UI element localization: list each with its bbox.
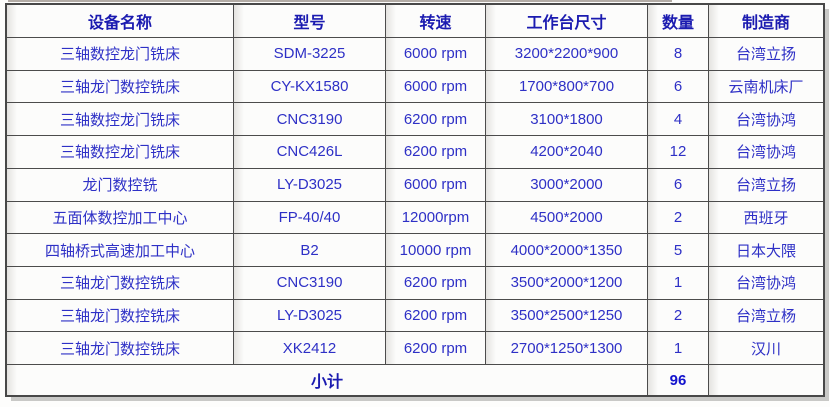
table-row-5-cell-6: 台湾立扬 — [709, 168, 823, 202]
table-row-7-cell-3: 10000 rpm — [386, 234, 486, 267]
table-row-7-cell-5: 5 — [648, 234, 709, 267]
table-row-9-cell-5: 2 — [648, 299, 709, 333]
table-row-3-cell-4: 3100*1800 — [486, 103, 648, 137]
table-row-9-cell-4: 3500*2500*1250 — [486, 299, 648, 333]
table-row-1-cell-2: SDM-3225 — [234, 38, 386, 71]
table-row-5-cell-1: 龙门数控铣 — [7, 168, 234, 202]
table-row-7-cell-4: 4000*2000*1350 — [486, 234, 648, 267]
table-row-4-cell-4: 4200*2040 — [486, 136, 648, 169]
table-row-9-cell-1: 三轴龙门数控铣床 — [7, 299, 234, 333]
subtotal-manufacturer-cell — [709, 365, 823, 395]
header-worktable-size: 工作台尺寸 — [486, 5, 648, 38]
table-row-5-cell-2: LY-D3025 — [234, 168, 386, 202]
table-row-7-cell-6: 日本大隈 — [709, 234, 823, 267]
table-row-4-cell-6: 台湾协鸿 — [709, 136, 823, 169]
table-row-8-cell-4: 3500*2000*1200 — [486, 266, 648, 300]
table-row-8-cell-3: 6200 rpm — [386, 266, 486, 300]
table-row-5-cell-4: 3000*2000 — [486, 168, 648, 202]
table-row-1-cell-6: 台湾立扬 — [709, 38, 823, 71]
table-row-3-cell-3: 6200 rpm — [386, 103, 486, 137]
table-row-8-cell-5: 1 — [648, 266, 709, 300]
table-row-10-cell-1: 三轴龙门数控铣床 — [7, 332, 234, 365]
subtotal-quantity: 96 — [648, 365, 709, 395]
header-speed: 转速 — [386, 5, 486, 38]
table-row-6-cell-6: 西班牙 — [709, 201, 823, 235]
table-row-6-cell-5: 2 — [648, 201, 709, 235]
table-row-8-cell-6: 台湾协鸿 — [709, 266, 823, 300]
subtotal-label: 小计 — [7, 365, 648, 395]
table-row-3-cell-5: 4 — [648, 103, 709, 137]
table-row-8-cell-2: CNC3190 — [234, 266, 386, 300]
table-row-4-cell-3: 6200 rpm — [386, 136, 486, 169]
table-row-10-cell-4: 2700*1250*1300 — [486, 332, 648, 365]
table-row-6-cell-1: 五面体数控加工中心 — [7, 201, 234, 235]
table-row-2-cell-4: 1700*800*700 — [486, 70, 648, 104]
header-quantity: 数量 — [648, 5, 709, 38]
table-row-2-cell-3: 6000 rpm — [386, 70, 486, 104]
table-row-9-cell-6: 台湾立杨 — [709, 299, 823, 333]
table-row-1-cell-1: 三轴数控龙门铣床 — [7, 38, 234, 71]
table-row-3-cell-6: 台湾协鸿 — [709, 103, 823, 137]
cropped-edge-artifact — [8, 0, 672, 2]
table-row-2-cell-1: 三轴龙门数控铣床 — [7, 70, 234, 104]
table-row-1-cell-3: 6000 rpm — [386, 38, 486, 71]
equipment-table: 设备名称 型号 转速 工作台尺寸 数量 制造商 三轴数控龙门铣床 SDM-3225… — [5, 3, 825, 397]
table-row-10-cell-5: 1 — [648, 332, 709, 365]
table-row-6-cell-4: 4500*2000 — [486, 201, 648, 235]
table-row-9-cell-2: LY-D3025 — [234, 299, 386, 333]
table-row-3-cell-1: 三轴数控龙门铣床 — [7, 103, 234, 137]
table-row-1-cell-4: 3200*2200*900 — [486, 38, 648, 71]
table-row-5-cell-3: 6000 rpm — [386, 168, 486, 202]
table-row-4-cell-1: 三轴数控龙门铣床 — [7, 136, 234, 169]
table-row-6-cell-3: 12000rpm — [386, 201, 486, 235]
header-manufacturer: 制造商 — [709, 5, 823, 38]
table-row-4-cell-2: CNC426L — [234, 136, 386, 169]
table-row-4-cell-5: 12 — [648, 136, 709, 169]
table-row-10-cell-3: 6200 rpm — [386, 332, 486, 365]
table-row-1-cell-5: 8 — [648, 38, 709, 71]
table-row-2-cell-5: 6 — [648, 70, 709, 104]
header-model: 型号 — [234, 5, 386, 38]
table-row-7-cell-2: B2 — [234, 234, 386, 267]
table-row-10-cell-6: 汉川 — [709, 332, 823, 365]
table-row-10-cell-2: XK2412 — [234, 332, 386, 365]
table-row-6-cell-2: FP-40/40 — [234, 201, 386, 235]
table-row-5-cell-5: 6 — [648, 168, 709, 202]
table-row-2-cell-6: 云南机床厂 — [709, 70, 823, 104]
table-row-8-cell-1: 三轴龙门数控铣床 — [7, 266, 234, 300]
table-row-7-cell-1: 四轴桥式高速加工中心 — [7, 234, 234, 267]
table-row-3-cell-2: CNC3190 — [234, 103, 386, 137]
header-equipment-name: 设备名称 — [7, 5, 234, 38]
table-row-9-cell-3: 6200 rpm — [386, 299, 486, 333]
table-row-2-cell-2: CY-KX1580 — [234, 70, 386, 104]
